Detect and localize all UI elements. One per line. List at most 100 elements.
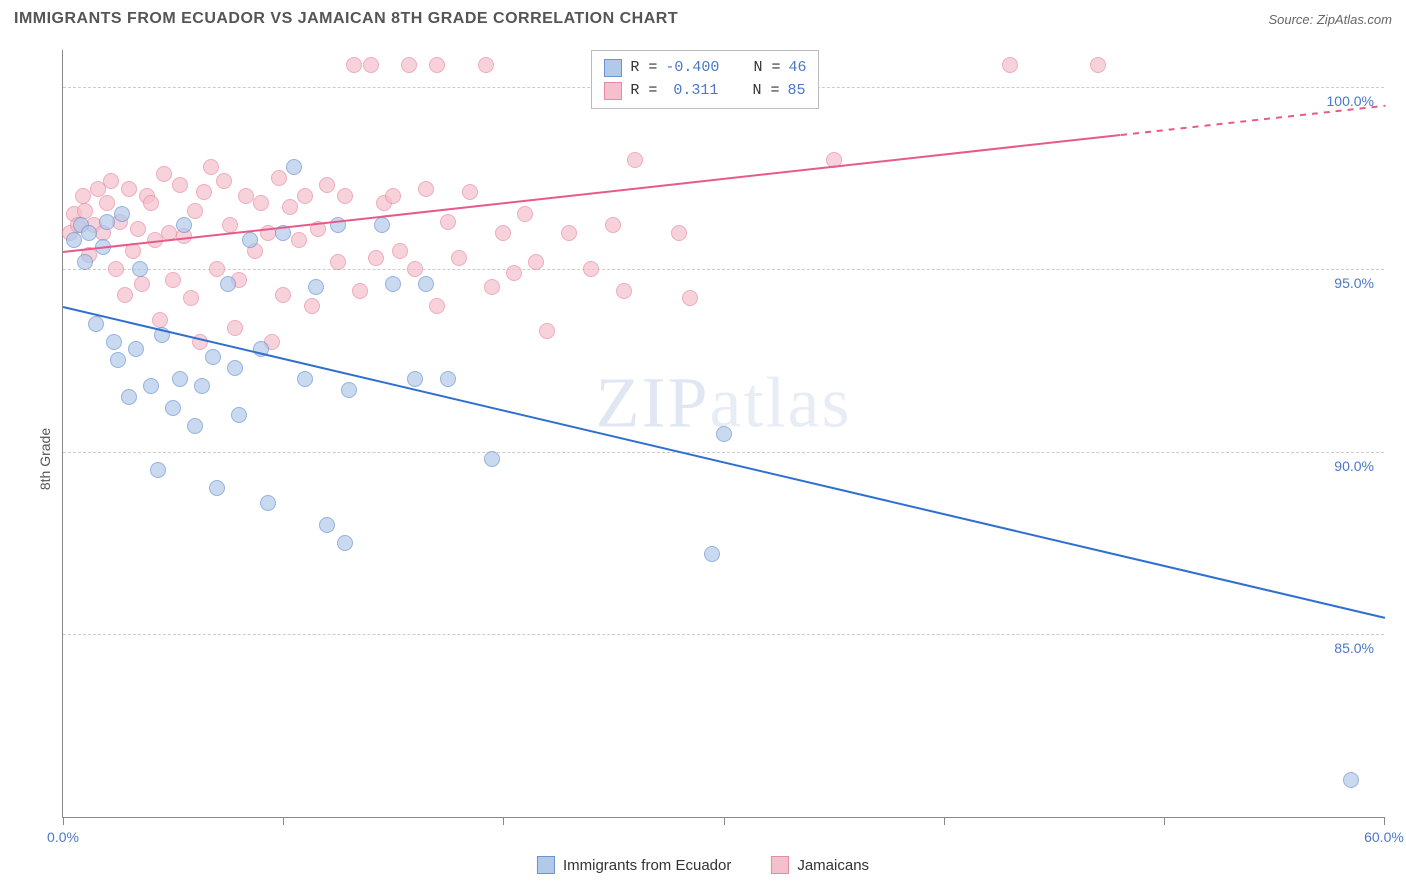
data-point (671, 225, 687, 241)
data-point (66, 232, 82, 248)
data-point (187, 203, 203, 219)
data-point (337, 188, 353, 204)
data-point (605, 217, 621, 233)
data-point (401, 57, 417, 73)
data-point (106, 334, 122, 350)
chart-title: IMMIGRANTS FROM ECUADOR VS JAMAICAN 8TH … (14, 10, 678, 28)
x-tick-label: 0.0% (47, 829, 79, 845)
data-point (77, 203, 93, 219)
data-point (616, 283, 632, 299)
gridline (63, 634, 1384, 635)
plot-area: ZIPatlas R = -0.400 N = 46 R = 0.311 N =… (62, 50, 1384, 818)
data-point (156, 166, 172, 182)
data-point (275, 287, 291, 303)
data-point (297, 371, 313, 387)
data-point (165, 400, 181, 416)
data-point (352, 283, 368, 299)
gridline (63, 269, 1384, 270)
data-point (539, 323, 555, 339)
data-point (152, 312, 168, 328)
data-point (194, 378, 210, 394)
stats-row-series-2: R = 0.311 N = 85 (604, 80, 806, 103)
data-point (506, 265, 522, 281)
data-point (478, 57, 494, 73)
data-point (484, 279, 500, 295)
data-point (368, 250, 384, 266)
data-point (103, 173, 119, 189)
legend-item-series-2: Jamaicans (771, 856, 869, 874)
data-point (682, 290, 698, 306)
data-point (172, 371, 188, 387)
data-point (253, 195, 269, 211)
data-point (117, 287, 133, 303)
x-tick (63, 817, 64, 825)
data-point (1002, 57, 1018, 73)
data-point (238, 188, 254, 204)
data-point (150, 462, 166, 478)
data-point (209, 480, 225, 496)
data-point (330, 254, 346, 270)
data-point (128, 341, 144, 357)
data-point (77, 254, 93, 270)
data-point (407, 261, 423, 277)
x-tick (283, 817, 284, 825)
chart-container: 8th Grade ZIPatlas R = -0.400 N = 46 R =… (14, 40, 1392, 878)
x-tick (1384, 817, 1385, 825)
legend-item-series-1: Immigrants from Ecuador (537, 856, 731, 874)
y-tick-label: 85.0% (1334, 640, 1374, 656)
trend-line (63, 134, 1121, 253)
x-tick-label: 60.0% (1364, 829, 1404, 845)
data-point (121, 389, 137, 405)
data-point (418, 276, 434, 292)
data-point (583, 261, 599, 277)
data-point (291, 232, 307, 248)
data-point (704, 546, 720, 562)
y-tick-label: 90.0% (1334, 458, 1374, 474)
data-point (297, 188, 313, 204)
data-point (429, 57, 445, 73)
data-point (462, 184, 478, 200)
data-point (440, 214, 456, 230)
data-point (130, 221, 146, 237)
data-point (165, 272, 181, 288)
data-point (242, 232, 258, 248)
data-point (716, 426, 732, 442)
legend-label-series-1: Immigrants from Ecuador (563, 857, 731, 874)
x-tick (724, 817, 725, 825)
data-point (495, 225, 511, 241)
data-point (319, 517, 335, 533)
stats-row-series-1: R = -0.400 N = 46 (604, 57, 806, 80)
data-point (227, 360, 243, 376)
data-point (227, 320, 243, 336)
legend-label-series-2: Jamaicans (797, 857, 869, 874)
data-point (337, 535, 353, 551)
data-point (418, 181, 434, 197)
data-point (319, 177, 335, 193)
data-point (385, 276, 401, 292)
data-point (385, 188, 401, 204)
y-axis-label: 8th Grade (37, 428, 53, 490)
swatch-series-2 (604, 82, 622, 100)
x-tick (944, 817, 945, 825)
data-point (1343, 772, 1359, 788)
data-point (143, 378, 159, 394)
data-point (205, 349, 221, 365)
data-point (271, 170, 287, 186)
stats-box: R = -0.400 N = 46 R = 0.311 N = 85 (591, 50, 819, 109)
data-point (220, 276, 236, 292)
data-point (187, 418, 203, 434)
data-point (110, 352, 126, 368)
data-point (183, 290, 199, 306)
data-point (627, 152, 643, 168)
data-point (209, 261, 225, 277)
data-point (172, 177, 188, 193)
data-point (346, 57, 362, 73)
x-tick (503, 817, 504, 825)
swatch-series-2 (771, 856, 789, 874)
data-point (484, 451, 500, 467)
bottom-legend: Immigrants from Ecuador Jamaicans (537, 856, 869, 874)
data-point (304, 298, 320, 314)
data-point (75, 188, 91, 204)
data-point (203, 159, 219, 175)
data-point (286, 159, 302, 175)
